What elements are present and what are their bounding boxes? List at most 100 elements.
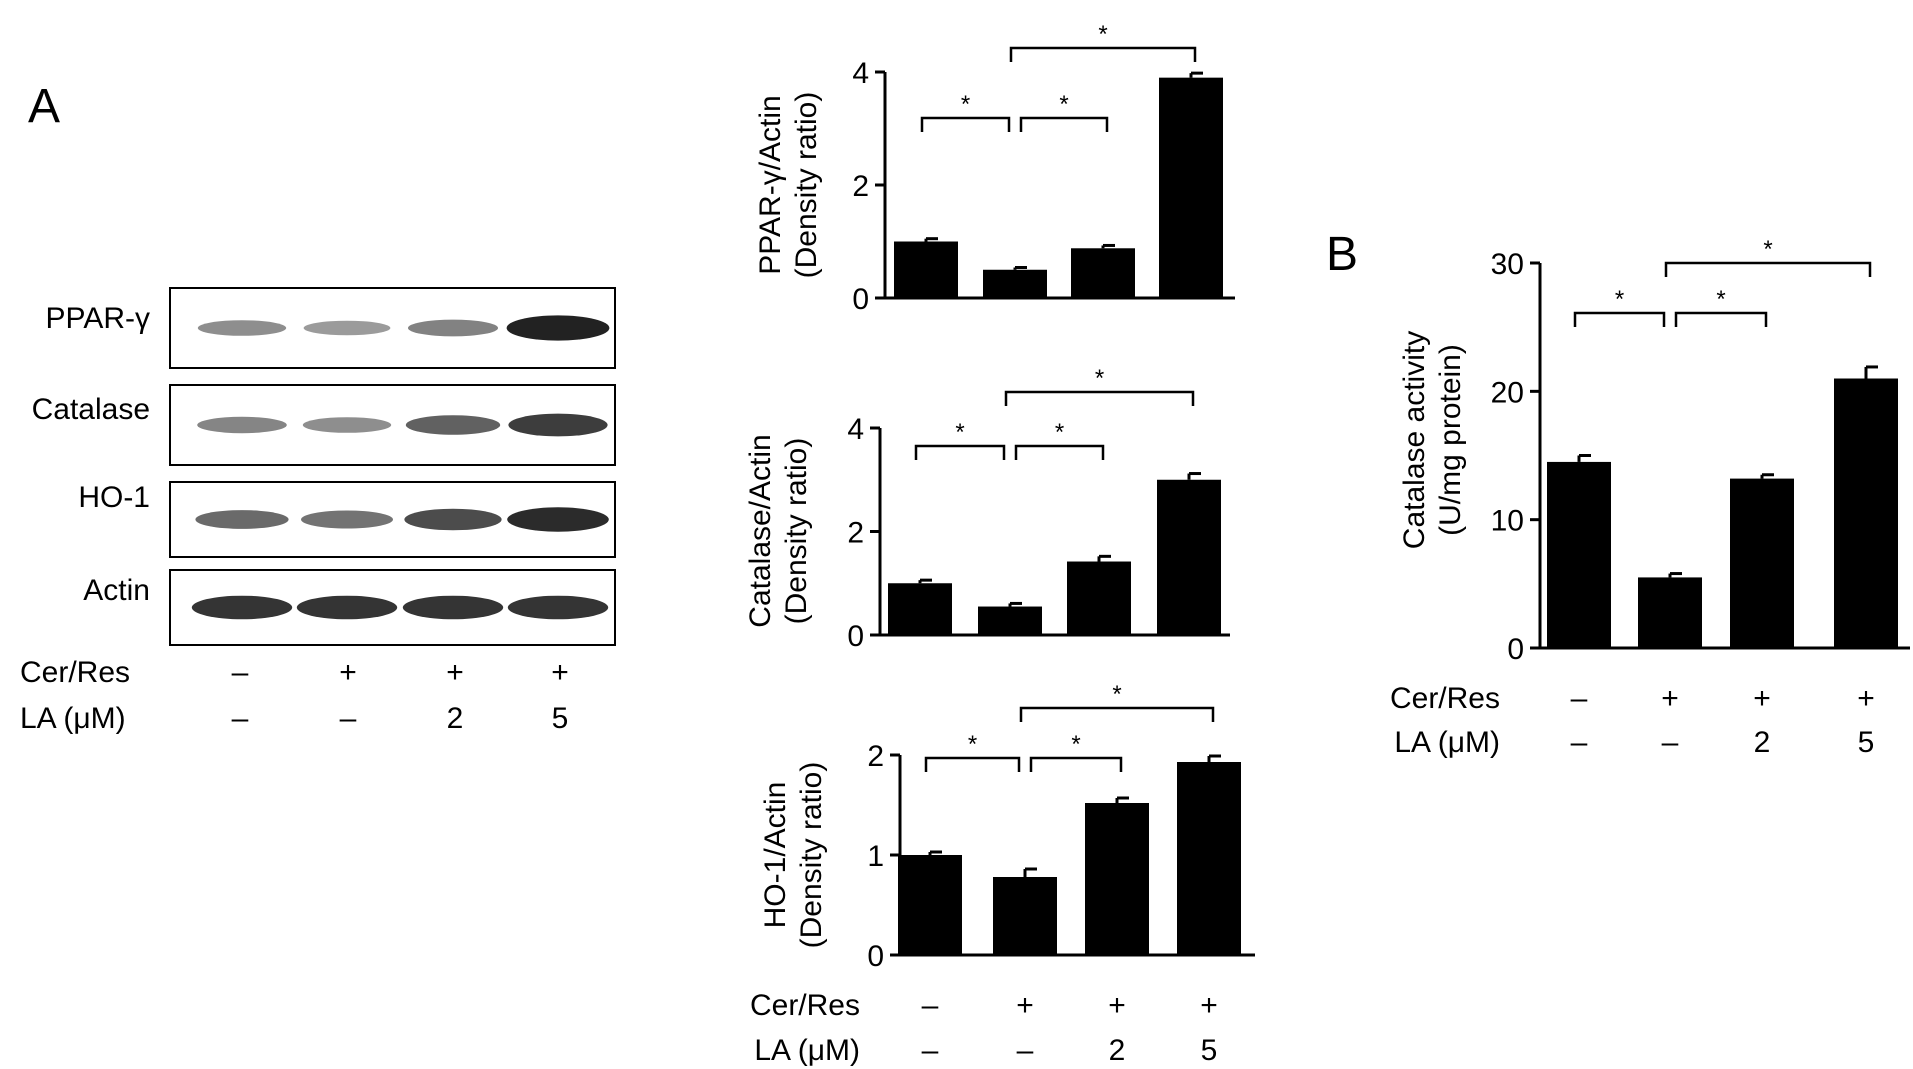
significance-bracket <box>1029 756 1123 772</box>
la-value: – <box>1017 1034 1034 1067</box>
y-axis-label: Catalase/Actin (Density ratio) <box>744 434 813 627</box>
y-tick-label: 2 <box>847 517 864 550</box>
y-tick-label: 10 <box>1491 505 1524 538</box>
y-tick-label: 2 <box>852 170 869 203</box>
la-row-label: LA (μM) <box>1394 726 1500 759</box>
bar <box>1177 762 1241 955</box>
western-blot: PPAR-γ Catalase HO-1 Actin Cer/Res LA (μM) – + +… <box>20 287 616 735</box>
y-axis-label-line2: (Density ratio) <box>790 92 823 279</box>
significance-star: * <box>1055 419 1064 446</box>
y-axis-label-line2: (Density ratio) <box>795 762 828 949</box>
la-value: 5 <box>552 702 569 735</box>
bar <box>1159 77 1223 299</box>
significance-star: * <box>1615 286 1624 313</box>
significance-star: * <box>968 731 977 758</box>
y-axis-label: PPAR-γ/Actin (Density ratio) <box>754 92 823 279</box>
cer-res-row-label: Cer/Res <box>20 656 130 689</box>
y-tick-label: 30 <box>1491 248 1524 281</box>
blot-label: HO-1 <box>78 481 150 514</box>
bar-chart: 0 10 20 30 Catalase activity (U/mg protein) * *… <box>1390 236 1910 759</box>
cer-res-sign: + <box>1857 682 1875 715</box>
la-value: – <box>922 1034 939 1067</box>
cer-res-sign: + <box>446 656 464 689</box>
cer-res-row-label: Cer/Res <box>750 989 860 1022</box>
la-row-label: LA (μM) <box>20 702 126 735</box>
cer-res-sign: + <box>1661 682 1679 715</box>
y-tick-label: 0 <box>867 940 884 973</box>
bar <box>1157 479 1221 635</box>
blot-label: Actin <box>83 574 150 607</box>
y-tick-label: 0 <box>852 283 869 316</box>
blot-band <box>508 413 608 437</box>
y-tick-label: 0 <box>1507 633 1524 666</box>
blot-band <box>407 319 499 337</box>
la-value: – <box>232 702 249 735</box>
la-value: 5 <box>1858 726 1875 759</box>
cer-res-sign: + <box>1200 989 1218 1022</box>
significance-bracket <box>1004 390 1195 406</box>
bar <box>1638 577 1702 648</box>
blot-band <box>195 510 289 529</box>
significance-star: * <box>1071 731 1080 758</box>
bar <box>1834 378 1898 648</box>
y-axis-label-line1: HO-1/Actin <box>759 782 792 929</box>
cer-res-sign: + <box>1016 989 1034 1022</box>
bar <box>993 877 1057 955</box>
cer-res-row-label: Cer/Res <box>1390 682 1500 715</box>
significance-bracket <box>1664 261 1872 277</box>
cer-res-sign: + <box>339 656 357 689</box>
y-axis-label-line2: (U/mg protein) <box>1434 344 1467 536</box>
significance-star: * <box>1763 236 1772 263</box>
cer-res-sign: – <box>232 656 249 689</box>
y-tick-label: 2 <box>867 740 884 773</box>
la-value: 2 <box>1109 1034 1126 1067</box>
significance-star: * <box>1059 91 1068 118</box>
bar-chart: 0 1 2 HO-1/Actin (Density ratio) * * * Cer/Res LA… <box>750 681 1255 1067</box>
y-axis-label: HO-1/Actin (Density ratio) <box>759 762 828 949</box>
significance-bracket <box>1674 311 1768 327</box>
bar <box>978 606 1042 635</box>
y-axis-label-line1: Catalase activity <box>1398 331 1431 549</box>
significance-star: * <box>955 419 964 446</box>
blot-band <box>506 315 610 341</box>
blot-band <box>301 510 393 529</box>
significance-star: * <box>1095 365 1104 392</box>
cer-res-sign: + <box>551 656 569 689</box>
significance-star: * <box>1716 286 1725 313</box>
bar <box>1547 461 1611 648</box>
significance-bracket <box>924 756 1021 772</box>
panel-a-label: A <box>28 80 60 133</box>
la-value: – <box>1662 726 1679 759</box>
y-tick-label: 1 <box>867 840 884 873</box>
cer-res-sign: – <box>1571 682 1588 715</box>
la-value: 2 <box>447 702 464 735</box>
blot-band <box>197 320 287 336</box>
y-axis-label-line1: PPAR-γ/Actin <box>754 95 787 275</box>
significance-bracket <box>920 116 1011 132</box>
bar <box>1085 803 1149 955</box>
y-tick-label: 4 <box>847 413 864 446</box>
blot-band <box>507 507 609 532</box>
la-row-label: LA (μM) <box>754 1034 860 1067</box>
significance-star: * <box>961 91 970 118</box>
bar <box>888 583 952 635</box>
bar <box>1067 561 1131 635</box>
y-axis-label: Catalase activity (U/mg protein) <box>1398 331 1467 549</box>
cer-res-sign: – <box>922 989 939 1022</box>
blot-band <box>302 417 392 433</box>
blot-band <box>404 508 502 531</box>
y-axis-label-line2: (Density ratio) <box>780 438 813 625</box>
la-value: 5 <box>1201 1034 1218 1067</box>
blot-band <box>296 595 398 620</box>
cer-res-sign: + <box>1753 682 1771 715</box>
bar <box>1730 478 1794 648</box>
blot-band <box>402 595 504 620</box>
blot-band <box>191 595 293 620</box>
la-value: – <box>1571 726 1588 759</box>
bar <box>898 855 962 955</box>
blot-band <box>507 595 609 620</box>
y-tick-label: 20 <box>1491 376 1524 409</box>
y-tick-label: 0 <box>847 620 864 653</box>
